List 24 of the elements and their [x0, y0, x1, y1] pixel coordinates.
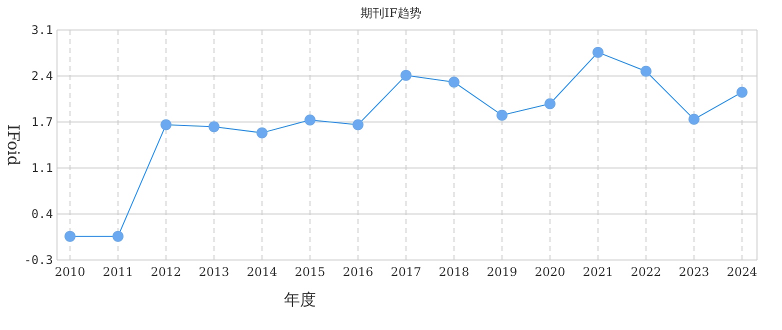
x-axis-title: 年度: [284, 290, 316, 309]
y-tick-label: 1.7: [31, 115, 53, 130]
x-tick-label: 2012: [150, 265, 182, 279]
x-tick-label: 2014: [246, 265, 278, 279]
x-tick-label: 2018: [438, 265, 470, 279]
y-tick-label: 1.1: [31, 161, 53, 176]
x-tick-label: 2022: [630, 265, 662, 279]
x-tick-label: 2013: [198, 265, 230, 279]
x-tick-label: 2011: [102, 265, 134, 279]
y-tick-label: 2.4: [31, 69, 53, 84]
y-tick-label: 3.1: [31, 23, 53, 38]
chart-title: 期刊IF趋势: [360, 6, 422, 20]
y-tick-label: -0.3: [24, 253, 53, 268]
y-tick-label: 0.4: [31, 207, 53, 222]
x-tick-label: 2020: [534, 265, 566, 279]
y-axis-title: IFoid: [4, 124, 23, 166]
x-tick-label: 2015: [294, 265, 326, 279]
x-tick-label: 2017: [390, 265, 422, 279]
x-tick-label: 2021: [582, 265, 614, 279]
x-tick-label: 2010: [54, 265, 86, 279]
x-tick-label: 2019: [486, 265, 518, 279]
x-tick-label: 2024: [726, 265, 758, 279]
x-tick-label: 2023: [678, 265, 710, 279]
x-tick-label: 2016: [342, 265, 374, 279]
